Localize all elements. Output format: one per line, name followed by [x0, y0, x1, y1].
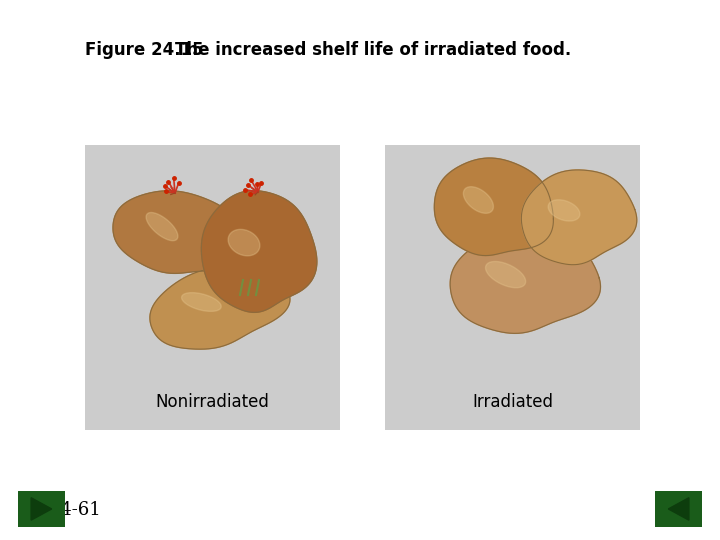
Polygon shape: [668, 498, 689, 520]
Polygon shape: [113, 191, 246, 273]
Polygon shape: [202, 191, 317, 312]
Polygon shape: [228, 230, 260, 256]
Polygon shape: [521, 170, 636, 265]
Polygon shape: [548, 200, 580, 221]
Polygon shape: [434, 158, 554, 255]
Text: Figure 24.15: Figure 24.15: [85, 41, 204, 59]
Text: 24-61: 24-61: [50, 501, 102, 519]
Text: Irradiated: Irradiated: [472, 393, 553, 411]
Bar: [85, 145, 340, 430]
Polygon shape: [181, 293, 221, 312]
Polygon shape: [150, 266, 290, 349]
Text: Nonirradiated: Nonirradiated: [156, 393, 269, 411]
Bar: [385, 145, 640, 430]
Polygon shape: [450, 231, 600, 333]
Polygon shape: [485, 261, 526, 288]
Text: The increased shelf life of irradiated food.: The increased shelf life of irradiated f…: [175, 41, 571, 59]
Polygon shape: [146, 213, 178, 241]
Polygon shape: [31, 498, 52, 520]
Polygon shape: [464, 187, 493, 213]
